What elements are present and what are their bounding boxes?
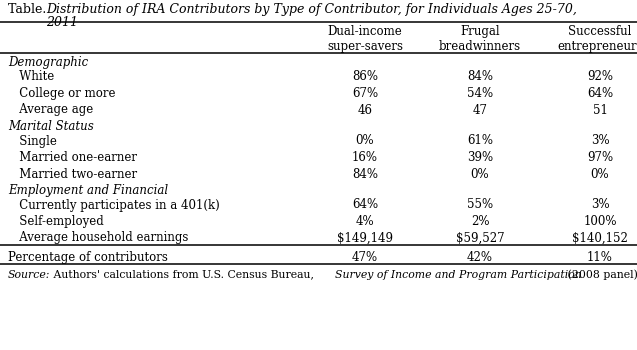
Text: 11%: 11% [587, 251, 613, 264]
Text: College or more: College or more [8, 87, 115, 100]
Text: 0%: 0% [590, 168, 610, 181]
Text: 64%: 64% [352, 198, 378, 211]
Text: 4%: 4% [355, 215, 375, 228]
Text: 84%: 84% [352, 168, 378, 181]
Text: 92%: 92% [587, 70, 613, 84]
Text: Dual-income
super-savers: Dual-income super-savers [327, 25, 403, 53]
Text: 47: 47 [473, 104, 487, 117]
Text: 64%: 64% [587, 87, 613, 100]
Text: Single: Single [8, 134, 57, 147]
Text: Married two-earner: Married two-earner [8, 168, 137, 181]
Text: Employment and Financial: Employment and Financial [8, 184, 168, 197]
Text: 16%: 16% [352, 151, 378, 164]
Text: 0%: 0% [471, 168, 489, 181]
Text: (2008 panel).: (2008 panel). [564, 270, 637, 280]
Text: 3%: 3% [590, 134, 610, 147]
Text: 0%: 0% [355, 134, 375, 147]
Text: Frugal
breadwinners: Frugal breadwinners [439, 25, 521, 53]
Text: 2%: 2% [471, 215, 489, 228]
Text: White: White [8, 70, 54, 84]
Text: Successful
entrepreneurs: Successful entrepreneurs [557, 25, 637, 53]
Text: $140,152: $140,152 [572, 231, 628, 245]
Text: 55%: 55% [467, 198, 493, 211]
Text: 47%: 47% [352, 251, 378, 264]
Text: 3%: 3% [590, 198, 610, 211]
Text: 39%: 39% [467, 151, 493, 164]
Text: Demographic: Demographic [8, 56, 89, 69]
Text: $59,527: $59,527 [455, 231, 505, 245]
Text: 46: 46 [357, 104, 373, 117]
Text: 51: 51 [592, 104, 608, 117]
Text: Average household earnings: Average household earnings [8, 231, 189, 245]
Text: Average age: Average age [8, 104, 93, 117]
Text: 67%: 67% [352, 87, 378, 100]
Text: 97%: 97% [587, 151, 613, 164]
Text: Authors' calculations from U.S. Census Bureau,: Authors' calculations from U.S. Census B… [50, 270, 317, 280]
Text: 100%: 100% [583, 215, 617, 228]
Text: $149,149: $149,149 [337, 231, 393, 245]
Text: 84%: 84% [467, 70, 493, 84]
Text: Currently participates in a 401(k): Currently participates in a 401(k) [8, 198, 220, 211]
Text: 61%: 61% [467, 134, 493, 147]
Text: Survey of Income and Program Participation: Survey of Income and Program Participati… [335, 270, 582, 280]
Text: Marital Status: Marital Status [8, 120, 94, 133]
Text: 42%: 42% [467, 251, 493, 264]
Text: Distribution of IRA Contributors by Type of Contributor, for Individuals Ages 25: Distribution of IRA Contributors by Type… [46, 3, 577, 16]
Text: Table.: Table. [8, 3, 50, 16]
Text: Married one-earner: Married one-earner [8, 151, 137, 164]
Text: 54%: 54% [467, 87, 493, 100]
Text: Source:: Source: [8, 270, 50, 280]
Text: Percentage of contributors: Percentage of contributors [8, 251, 168, 264]
Text: 2011: 2011 [46, 16, 78, 29]
Text: Self-employed: Self-employed [8, 215, 104, 228]
Text: 86%: 86% [352, 70, 378, 84]
